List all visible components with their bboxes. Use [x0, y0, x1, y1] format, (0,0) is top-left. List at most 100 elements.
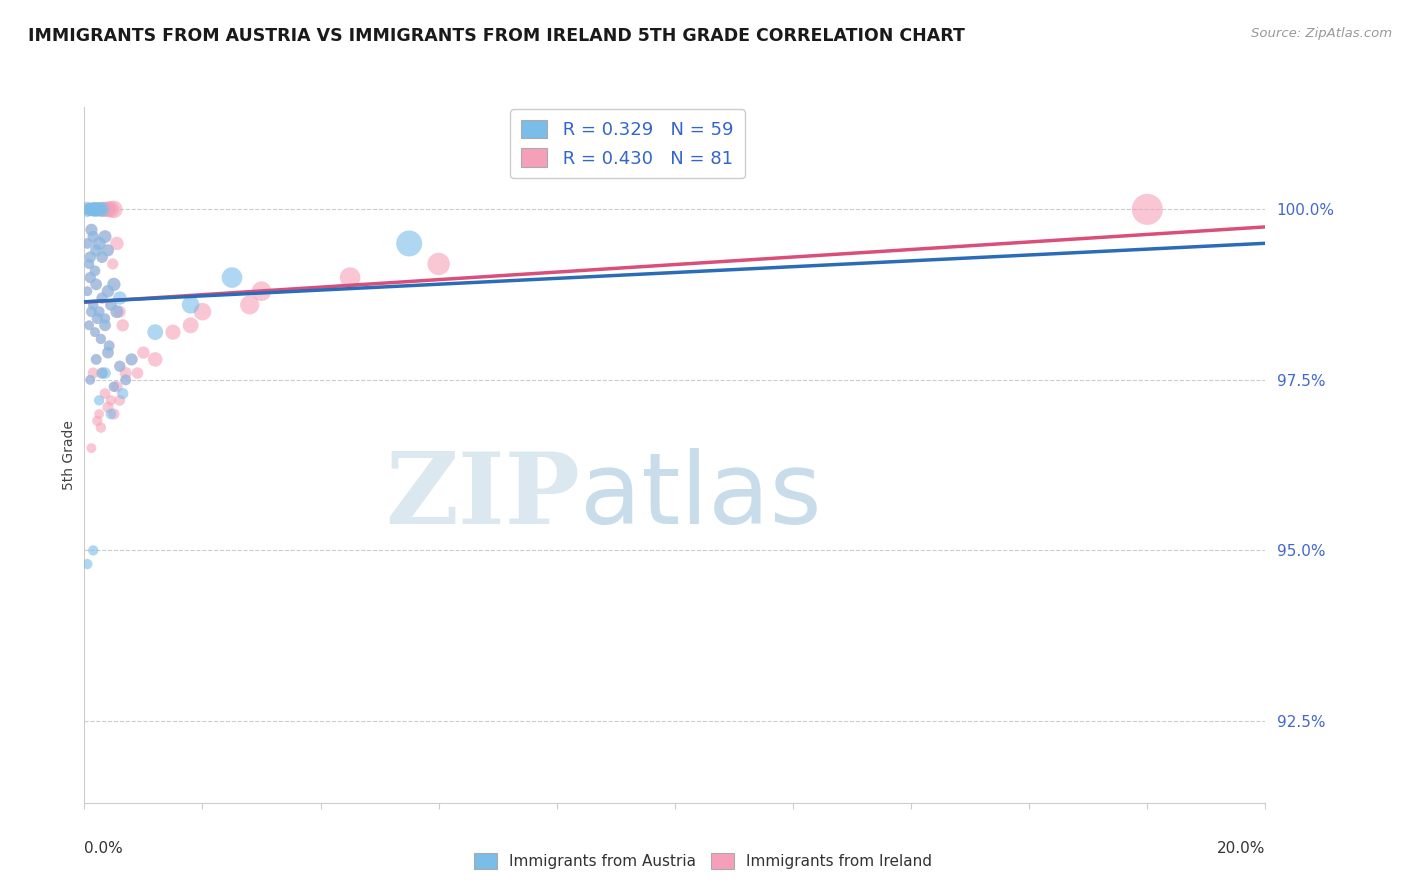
Point: [82, 229, 104, 244]
Point: [80, 202, 103, 217]
Point: [143, 352, 166, 367]
Point: [100, 202, 122, 217]
Point: [105, 304, 128, 318]
Point: [114, 373, 136, 387]
Point: [84, 325, 107, 339]
Point: [114, 366, 136, 380]
Point: [90, 202, 112, 217]
Point: [108, 359, 131, 374]
Point: [94, 318, 117, 333]
Point: [84, 352, 107, 367]
Point: [90, 420, 112, 434]
Point: [82, 202, 104, 217]
Point: [86, 202, 108, 217]
Text: 0.0%: 0.0%: [84, 841, 124, 856]
Point: [84, 202, 107, 217]
Point: [398, 236, 420, 251]
Point: [84, 202, 107, 217]
Point: [91, 202, 114, 217]
Point: [100, 393, 122, 408]
Point: [108, 393, 131, 408]
Point: [87, 407, 111, 421]
Point: [105, 304, 128, 318]
Y-axis label: 5th Grade: 5th Grade: [62, 420, 76, 490]
Point: [180, 318, 202, 333]
Point: [86, 202, 108, 217]
Point: [79, 373, 101, 387]
Point: [84, 244, 107, 258]
Point: [84, 352, 107, 367]
Point: [76, 202, 98, 217]
Point: [97, 400, 120, 414]
Point: [77, 318, 100, 333]
Point: [76, 236, 98, 251]
Point: [97, 284, 120, 298]
Point: [86, 311, 108, 326]
Point: [79, 202, 101, 217]
Text: 20.0%: 20.0%: [1218, 841, 1265, 856]
Point: [84, 264, 107, 278]
Point: [87, 202, 111, 217]
Point: [108, 359, 131, 374]
Point: [100, 407, 122, 421]
Point: [76, 284, 98, 298]
Point: [82, 366, 104, 380]
Point: [82, 229, 104, 244]
Point: [121, 352, 143, 367]
Point: [101, 257, 124, 271]
Point: [79, 373, 101, 387]
Point: [79, 270, 101, 285]
Point: [87, 202, 111, 217]
Point: [76, 236, 98, 251]
Point: [103, 277, 125, 292]
Point: [100, 298, 122, 312]
Point: [80, 304, 103, 318]
Point: [97, 244, 120, 258]
Point: [76, 284, 98, 298]
Point: [162, 325, 184, 339]
Point: [86, 414, 108, 428]
Point: [143, 325, 166, 339]
Point: [87, 236, 111, 251]
Point: [94, 202, 117, 217]
Point: [111, 386, 134, 401]
Point: [98, 339, 121, 353]
Point: [221, 270, 243, 285]
Point: [87, 304, 111, 318]
Point: [114, 373, 136, 387]
Point: [84, 277, 107, 292]
Point: [96, 202, 118, 217]
Point: [91, 291, 114, 305]
Text: IMMIGRANTS FROM AUSTRIA VS IMMIGRANTS FROM IRELAND 5TH GRADE CORRELATION CHART: IMMIGRANTS FROM AUSTRIA VS IMMIGRANTS FR…: [28, 27, 965, 45]
Text: Source: ZipAtlas.com: Source: ZipAtlas.com: [1251, 27, 1392, 40]
Point: [103, 202, 125, 217]
Point: [77, 318, 100, 333]
Point: [91, 366, 114, 380]
Legend: Immigrants from Austria, Immigrants from Ireland: Immigrants from Austria, Immigrants from…: [468, 847, 938, 875]
Text: ZIP: ZIP: [385, 448, 581, 545]
Point: [94, 229, 117, 244]
Point: [84, 277, 107, 292]
Point: [100, 298, 122, 312]
Point: [91, 291, 114, 305]
Point: [77, 257, 100, 271]
Point: [82, 543, 104, 558]
Point: [250, 284, 273, 298]
Point: [79, 270, 101, 285]
Point: [91, 202, 114, 217]
Point: [90, 332, 112, 346]
Point: [91, 250, 114, 264]
Point: [84, 202, 107, 217]
Point: [84, 325, 107, 339]
Point: [86, 311, 108, 326]
Point: [79, 250, 101, 264]
Point: [90, 202, 112, 217]
Point: [91, 366, 114, 380]
Legend:  R = 0.329   N = 59,  R = 0.430   N = 81: R = 0.329 N = 59, R = 0.430 N = 81: [510, 109, 745, 178]
Point: [98, 339, 121, 353]
Point: [105, 380, 128, 394]
Point: [79, 202, 101, 217]
Point: [97, 345, 120, 359]
Point: [94, 366, 117, 380]
Point: [94, 311, 117, 326]
